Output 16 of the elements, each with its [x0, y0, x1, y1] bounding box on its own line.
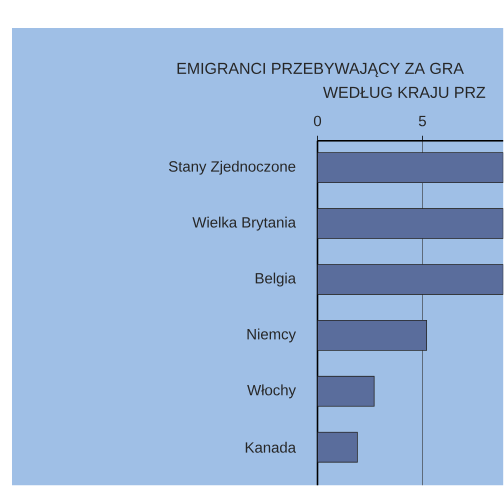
bar: [318, 152, 504, 183]
chart-subtitle: WEDŁUG KRAJU PRZ: [323, 86, 486, 98]
y-tick-label: Stany Zjednoczone: [168, 160, 296, 175]
bar: [318, 208, 504, 239]
y-tick-label: Wielka Brytania: [192, 216, 296, 231]
bar: [318, 376, 375, 407]
x-tick-label: 0: [314, 116, 322, 126]
bar: [318, 264, 504, 295]
x-tick-label: 5: [418, 116, 426, 126]
y-tick-label: Belgia: [256, 272, 296, 286]
y-tick-label: Włochy: [247, 384, 296, 398]
bar: [318, 320, 428, 351]
bar: [318, 432, 358, 463]
chart-title: EMIGRANCI PRZEBYWAJĄCY ZA GRA: [178, 62, 464, 78]
y-tick-label: Kanada: [246, 442, 296, 453]
y-tick-label: Niemcy: [247, 328, 296, 342]
